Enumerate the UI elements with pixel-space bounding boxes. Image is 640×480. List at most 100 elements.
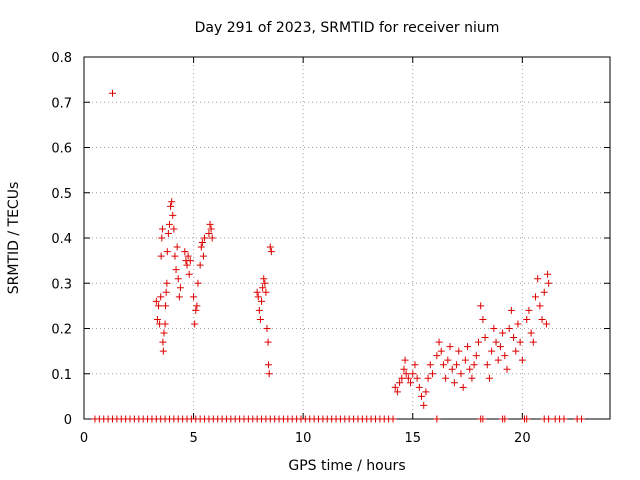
- y-tick-label: 0.2: [51, 323, 72, 338]
- data-point: [518, 356, 526, 364]
- data-point: [534, 275, 542, 283]
- data-point: [168, 198, 176, 206]
- data-point: [468, 374, 476, 382]
- data-point: [492, 338, 500, 346]
- y-tick-label: 0.5: [51, 187, 72, 202]
- data-point: [516, 338, 524, 346]
- data-point: [165, 220, 173, 228]
- data-point: [442, 374, 450, 382]
- data-point: [157, 252, 165, 260]
- data-point: [459, 383, 467, 391]
- data-point: [401, 356, 409, 364]
- data-point: [259, 284, 267, 292]
- data-point: [455, 347, 463, 355]
- data-point: [190, 293, 198, 301]
- x-tick-label: 15: [404, 431, 421, 446]
- data-point: [437, 347, 445, 355]
- data-point: [181, 248, 189, 256]
- data-point: [157, 293, 165, 301]
- data-point: [396, 379, 404, 387]
- data-point: [536, 302, 544, 310]
- data-point: [171, 252, 179, 260]
- data-point: [167, 202, 175, 210]
- data-point: [503, 365, 511, 373]
- data-point: [175, 293, 183, 301]
- data-point: [407, 379, 415, 387]
- data-point: [400, 365, 408, 373]
- data-point: [255, 306, 263, 314]
- data-point: [483, 361, 491, 369]
- data-point: [162, 288, 170, 296]
- data-point: [267, 248, 275, 256]
- data-point: [475, 338, 482, 346]
- data-point: [413, 374, 421, 382]
- x-axis-title: GPS time / hours: [288, 458, 405, 474]
- data-point: [545, 415, 553, 423]
- data-point: [158, 234, 166, 242]
- data-point: [389, 415, 397, 423]
- y-tick-label: 0.4: [51, 232, 72, 247]
- data-point: [501, 352, 509, 360]
- data-point: [527, 329, 535, 337]
- data-point: [404, 374, 412, 382]
- y-tick-labels: 0 0.1 0.2 0.3 0.4 0.5 0.6 0.7 0.8: [51, 51, 72, 428]
- data-point: [186, 257, 194, 265]
- data-point: [433, 352, 441, 360]
- x-tick-label: 10: [295, 431, 312, 446]
- chart-title: Day 291 of 2023, SRMTID for receiver niu…: [195, 20, 500, 36]
- data-point: [523, 415, 531, 423]
- data-point: [169, 211, 177, 219]
- data-point: [422, 388, 430, 396]
- data-point: [514, 320, 522, 328]
- data-point: [488, 347, 496, 355]
- data-point: [415, 383, 423, 391]
- data-point: [161, 320, 169, 328]
- data-point: [448, 365, 456, 373]
- data-point: [529, 338, 537, 346]
- data-point: [108, 89, 116, 97]
- data-point: [261, 279, 269, 287]
- data-point: [197, 243, 205, 251]
- y-axis-title: SRMTID / TECUs: [6, 182, 22, 295]
- data-point: [523, 315, 531, 323]
- data-point: [173, 243, 181, 251]
- data-point: [391, 383, 399, 391]
- data-point: [507, 306, 515, 314]
- data-point: [512, 347, 520, 355]
- data-point: [176, 284, 184, 292]
- data-point: [264, 338, 272, 346]
- x-tick-label: 5: [189, 431, 197, 446]
- data-point: [192, 306, 200, 314]
- data-point: [191, 320, 199, 328]
- x-tick-label: 0: [80, 431, 88, 446]
- data-point: [205, 229, 213, 237]
- data-point: [208, 234, 216, 242]
- data-point: [174, 275, 182, 283]
- data-points: [91, 89, 586, 423]
- data-point: [253, 288, 261, 296]
- data-point: [258, 297, 266, 305]
- data-point: [262, 288, 270, 296]
- data-point: [525, 306, 533, 314]
- data-point: [198, 239, 206, 247]
- data-point: [466, 365, 474, 373]
- data-point: [578, 415, 586, 423]
- data-point: [184, 252, 192, 260]
- data-point: [402, 370, 410, 378]
- data-point: [152, 297, 160, 305]
- data-point: [265, 370, 273, 378]
- data-point: [505, 325, 513, 332]
- data-point: [499, 329, 507, 337]
- data-point: [490, 325, 498, 332]
- data-point: [464, 343, 472, 351]
- y-tick-label: 0: [64, 413, 72, 428]
- data-point: [260, 275, 268, 283]
- axis-ticks: [83, 56, 610, 420]
- data-point: [164, 229, 172, 237]
- data-point: [444, 356, 452, 364]
- data-point: [206, 220, 214, 228]
- data-point: [424, 374, 432, 382]
- data-point: [170, 225, 178, 233]
- data-point: [163, 248, 171, 256]
